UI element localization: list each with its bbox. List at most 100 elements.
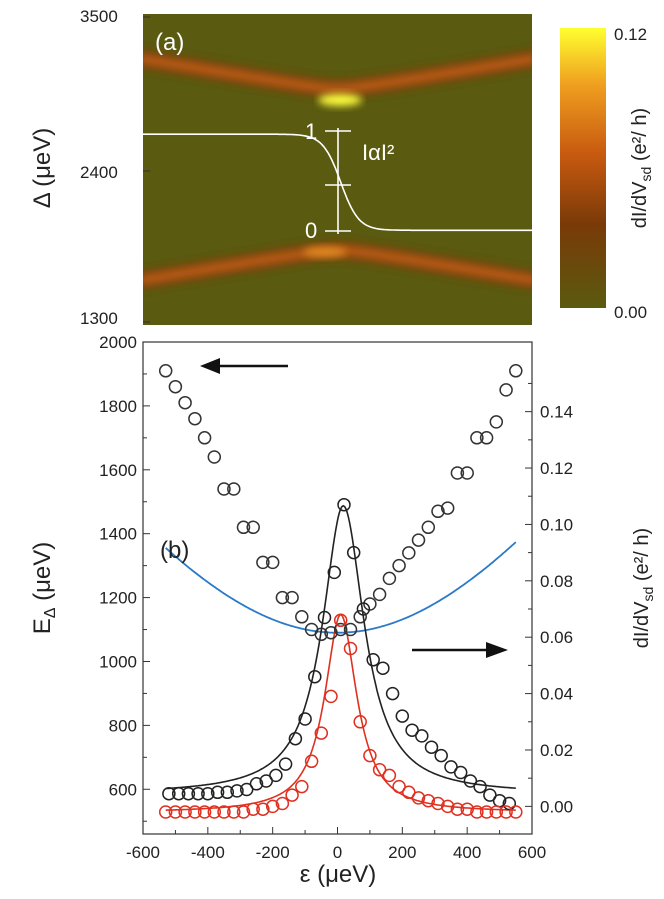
data-point-series-2 bbox=[470, 805, 484, 819]
data-point-series-0 bbox=[499, 383, 513, 397]
data-point-series-0 bbox=[470, 431, 484, 445]
data-point-series-2 bbox=[246, 802, 260, 816]
panel-b-label: (b) bbox=[160, 537, 189, 564]
data-point-series-0 bbox=[197, 431, 212, 445]
data-point-series-0 bbox=[382, 571, 397, 586]
data-point-series-0 bbox=[217, 482, 231, 496]
data-point-series-1 bbox=[502, 796, 517, 811]
data-point-series-0 bbox=[440, 501, 455, 515]
data-point-series-1 bbox=[220, 785, 235, 800]
data-point-series-2 bbox=[227, 805, 241, 819]
y-tick-label-right: 0.02 bbox=[540, 741, 573, 760]
colorbar-label: dI/dVsd (e²/ h) bbox=[629, 108, 654, 228]
data-point-series-2 bbox=[275, 796, 290, 811]
data-point-series-2 bbox=[158, 805, 173, 819]
data-point-series-2 bbox=[392, 779, 406, 794]
data-point-series-2 bbox=[265, 799, 280, 814]
data-point-series-1 bbox=[385, 686, 400, 701]
scale-label-0: 0 bbox=[305, 218, 317, 243]
x-tick-label: 200 bbox=[388, 843, 416, 862]
data-point-series-2 bbox=[295, 779, 309, 794]
arrow-right bbox=[412, 642, 508, 658]
colorbar-tick-max: 0.12 bbox=[614, 25, 647, 44]
data-point-series-2 bbox=[460, 802, 474, 816]
data-point-series-1 bbox=[288, 731, 303, 746]
plot-b-frame bbox=[142, 341, 533, 835]
y-tick-label-right: 0.14 bbox=[540, 403, 573, 422]
data-point-series-2 bbox=[450, 802, 465, 816]
data-point-series-0 bbox=[431, 504, 445, 519]
y-tick-label-left: 2000 bbox=[99, 333, 137, 352]
y-tick-label-right: 0.12 bbox=[540, 459, 573, 478]
y-tick-a-3500: 3500 bbox=[80, 7, 118, 26]
y-axis-label-a: Δ (μeV) bbox=[29, 128, 56, 209]
data-markers bbox=[158, 364, 523, 819]
x-tick-label: 0 bbox=[333, 843, 342, 862]
y-tick-label-left: 1800 bbox=[99, 397, 137, 416]
data-point-series-1 bbox=[210, 785, 225, 800]
data-point-series-2 bbox=[314, 726, 329, 740]
data-point-series-1 bbox=[395, 709, 410, 723]
data-point-series-2 bbox=[440, 799, 455, 814]
data-point-series-1 bbox=[473, 779, 487, 794]
data-point-series-1 bbox=[308, 669, 322, 684]
data-point-series-0 bbox=[285, 590, 299, 605]
data-point-series-1 bbox=[171, 786, 186, 801]
data-point-series-2 bbox=[207, 805, 222, 819]
data-point-series-2 bbox=[333, 613, 348, 628]
data-point-series-0 bbox=[402, 546, 416, 560]
fit-curve-black bbox=[165, 504, 516, 790]
data-point-series-0 bbox=[353, 610, 367, 624]
arrow-left bbox=[200, 358, 288, 374]
data-point-series-2 bbox=[479, 805, 494, 819]
panel-a-label: (a) bbox=[155, 29, 184, 56]
data-point-series-2 bbox=[431, 796, 445, 811]
data-point-series-0 bbox=[333, 622, 348, 637]
x-tick-label: 400 bbox=[453, 843, 481, 862]
data-point-series-2 bbox=[178, 805, 192, 819]
data-point-series-1 bbox=[356, 602, 371, 616]
data-point-series-0 bbox=[168, 379, 183, 394]
data-point-series-0 bbox=[372, 587, 387, 602]
panel-a-ticks bbox=[143, 16, 150, 323]
data-point-series-2 bbox=[411, 791, 426, 805]
fit-curve-red bbox=[165, 613, 516, 811]
data-point-series-1 bbox=[269, 768, 283, 783]
y-tick-label-left: 1200 bbox=[99, 589, 137, 608]
data-point-series-2 bbox=[285, 788, 299, 802]
y-axis-label-left: EΔ (μeV) bbox=[29, 542, 59, 635]
data-point-series-0 bbox=[295, 610, 309, 624]
data-point-series-0 bbox=[343, 622, 358, 637]
heatmap-bands bbox=[143, 50, 532, 289]
data-point-series-2 bbox=[421, 793, 436, 808]
data-point-series-0 bbox=[246, 520, 260, 535]
data-point-series-0 bbox=[227, 482, 241, 496]
y-tick-label-right: 0.10 bbox=[540, 515, 573, 534]
data-point-series-2 bbox=[372, 762, 387, 777]
data-point-series-1 bbox=[366, 653, 380, 667]
data-point-series-1 bbox=[191, 786, 205, 801]
data-point-series-0 bbox=[256, 555, 270, 570]
data-point-series-1 bbox=[376, 661, 390, 675]
y-tick-label-left: 800 bbox=[109, 716, 137, 735]
x-axis-label: ε (μeV) bbox=[300, 861, 377, 888]
data-point-series-2 bbox=[324, 689, 338, 704]
panel-a: 1 0 IαI² (a) 3500 2400 1300 Δ (μeV) bbox=[29, 7, 532, 328]
data-point-series-2 bbox=[382, 768, 397, 783]
y-tick-label-left: 600 bbox=[109, 780, 137, 799]
y-tick-label-left: 1400 bbox=[99, 525, 137, 544]
panel-b-ticks: -600 -400 -200 0 200 400 600 600 800 1000 1200 1400… bbox=[99, 333, 573, 862]
data-point-series-1 bbox=[239, 782, 254, 797]
data-point-series-0 bbox=[188, 411, 202, 426]
data-point-series-1 bbox=[278, 757, 293, 771]
heatmap-hotspot-upper bbox=[318, 94, 362, 106]
band-upper-inner bbox=[143, 55, 532, 93]
data-point-series-1 bbox=[327, 565, 342, 580]
data-point-series-0 bbox=[236, 520, 251, 535]
data-point-series-2 bbox=[343, 641, 358, 656]
colorbar-tick-min: 0.00 bbox=[614, 303, 647, 322]
data-point-series-1 bbox=[230, 784, 244, 798]
data-point-series-1 bbox=[249, 777, 264, 791]
data-point-series-2 bbox=[509, 805, 523, 819]
data-point-series-0 bbox=[509, 364, 523, 378]
